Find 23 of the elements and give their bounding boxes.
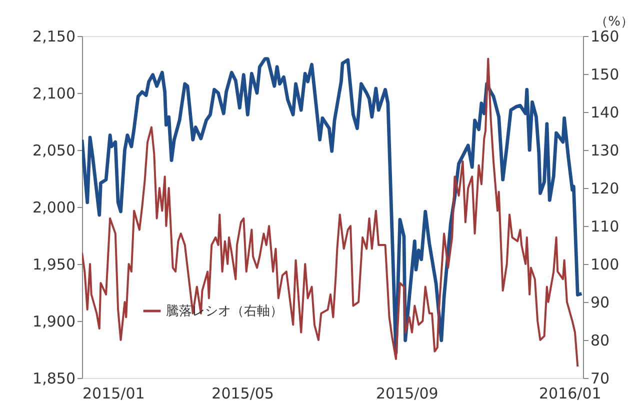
legend-label: 騰落レシオ（右軸）: [166, 304, 283, 319]
x-tick-label: 2015/01: [82, 384, 145, 402]
y2-tick-label: 100: [590, 256, 620, 274]
y2-tick-label: 160: [590, 28, 620, 46]
x-tick-label: 2015/09: [376, 384, 438, 402]
y2-tick-label: 130: [590, 142, 620, 160]
x-tick-label: 2015/05: [212, 384, 274, 402]
y-tick-label: 2,100: [32, 84, 76, 102]
y2-tick-label: 90: [590, 294, 610, 312]
y-tick-label: 1,900: [32, 312, 76, 330]
y2-tick-label: 80: [590, 332, 610, 350]
y-tick-label: 2,150: [32, 28, 76, 46]
y-tick-label: 2,050: [32, 142, 76, 160]
y-tick-label: 1,950: [32, 256, 76, 274]
y2-axis-title: （%）: [595, 14, 634, 30]
y-tick-label: 1,850: [32, 370, 76, 388]
x-tick-label: 2016/01: [538, 384, 602, 402]
y2-tick-label: 140: [590, 104, 620, 122]
y2-tick-label: 110: [590, 218, 620, 236]
y2-tick-label: 120: [590, 180, 620, 198]
y2-tick-label: 150: [590, 66, 620, 84]
y-tick-label: 2,000: [32, 198, 76, 216]
y2-tick-label: 70: [590, 370, 610, 388]
